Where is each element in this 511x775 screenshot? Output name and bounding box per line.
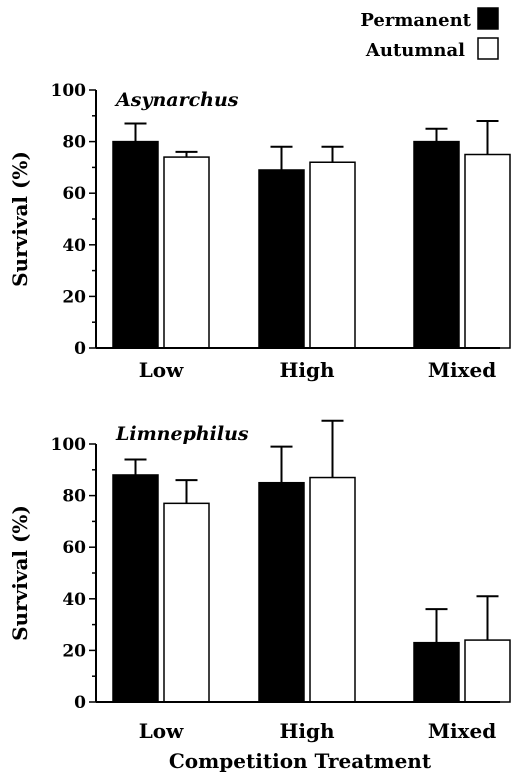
category-label: Low: [139, 719, 184, 743]
y-tick-label: 60: [62, 538, 86, 558]
y-tick-label: 0: [74, 339, 86, 359]
legend-label-permanent: Permanent: [360, 10, 471, 31]
y-tick-label: 20: [62, 287, 86, 307]
bar-autumnal-mixed: [464, 153, 511, 349]
y-axis-title: Survival (%): [8, 151, 32, 287]
y-tick-label: 0: [74, 693, 86, 713]
category-label: High: [279, 358, 334, 382]
bar-autumnal-high: [309, 161, 356, 349]
category-label: Mixed: [428, 719, 496, 743]
legend-label-autumnal: Autumnal: [365, 40, 465, 61]
y-tick-label: 80: [62, 133, 86, 153]
legend-swatch-autumnal: [477, 37, 499, 60]
bar-autumnal-low: [163, 502, 210, 703]
y-tick-label: 100: [51, 435, 87, 455]
bar-permanent-high: [258, 169, 305, 349]
category-label: Low: [139, 358, 184, 382]
y-tick-label: 60: [62, 184, 86, 204]
legend-swatch-permanent: [477, 7, 499, 30]
y-tick-label: 40: [62, 590, 86, 610]
category-label: High: [279, 719, 334, 743]
panel-title: Asynarchus: [114, 89, 239, 111]
y-tick-label: 40: [62, 236, 86, 256]
category-label: Mixed: [428, 358, 496, 382]
y-tick-label: 100: [51, 81, 87, 101]
x-axis-title: Competition Treatment: [169, 749, 432, 773]
chart-panel-limnephilus: Survival (%) Limnephilus 0 20 40 60 80 100 Lo…: [8, 419, 511, 743]
bar-permanent-low: [112, 140, 159, 349]
y-axis-title: Survival (%): [8, 505, 32, 641]
bar-permanent-low: [112, 474, 159, 703]
legend: Permanent Autumnal: [360, 7, 499, 61]
bar-permanent-mixed: [413, 641, 460, 703]
y-tick-label: 20: [62, 641, 86, 661]
bar-autumnal-mixed: [464, 639, 511, 703]
bar-permanent-mixed: [413, 140, 460, 349]
bar-autumnal-high: [309, 476, 356, 703]
bar-autumnal-low: [163, 156, 210, 349]
y-tick-label: 80: [62, 487, 86, 507]
bar-permanent-high: [258, 481, 305, 703]
chart-panel-asynarchus: Survival (%) Asynarchus 0 20 40 60 80 100 Low…: [8, 81, 511, 382]
panel-title: Limnephilus: [115, 423, 249, 445]
